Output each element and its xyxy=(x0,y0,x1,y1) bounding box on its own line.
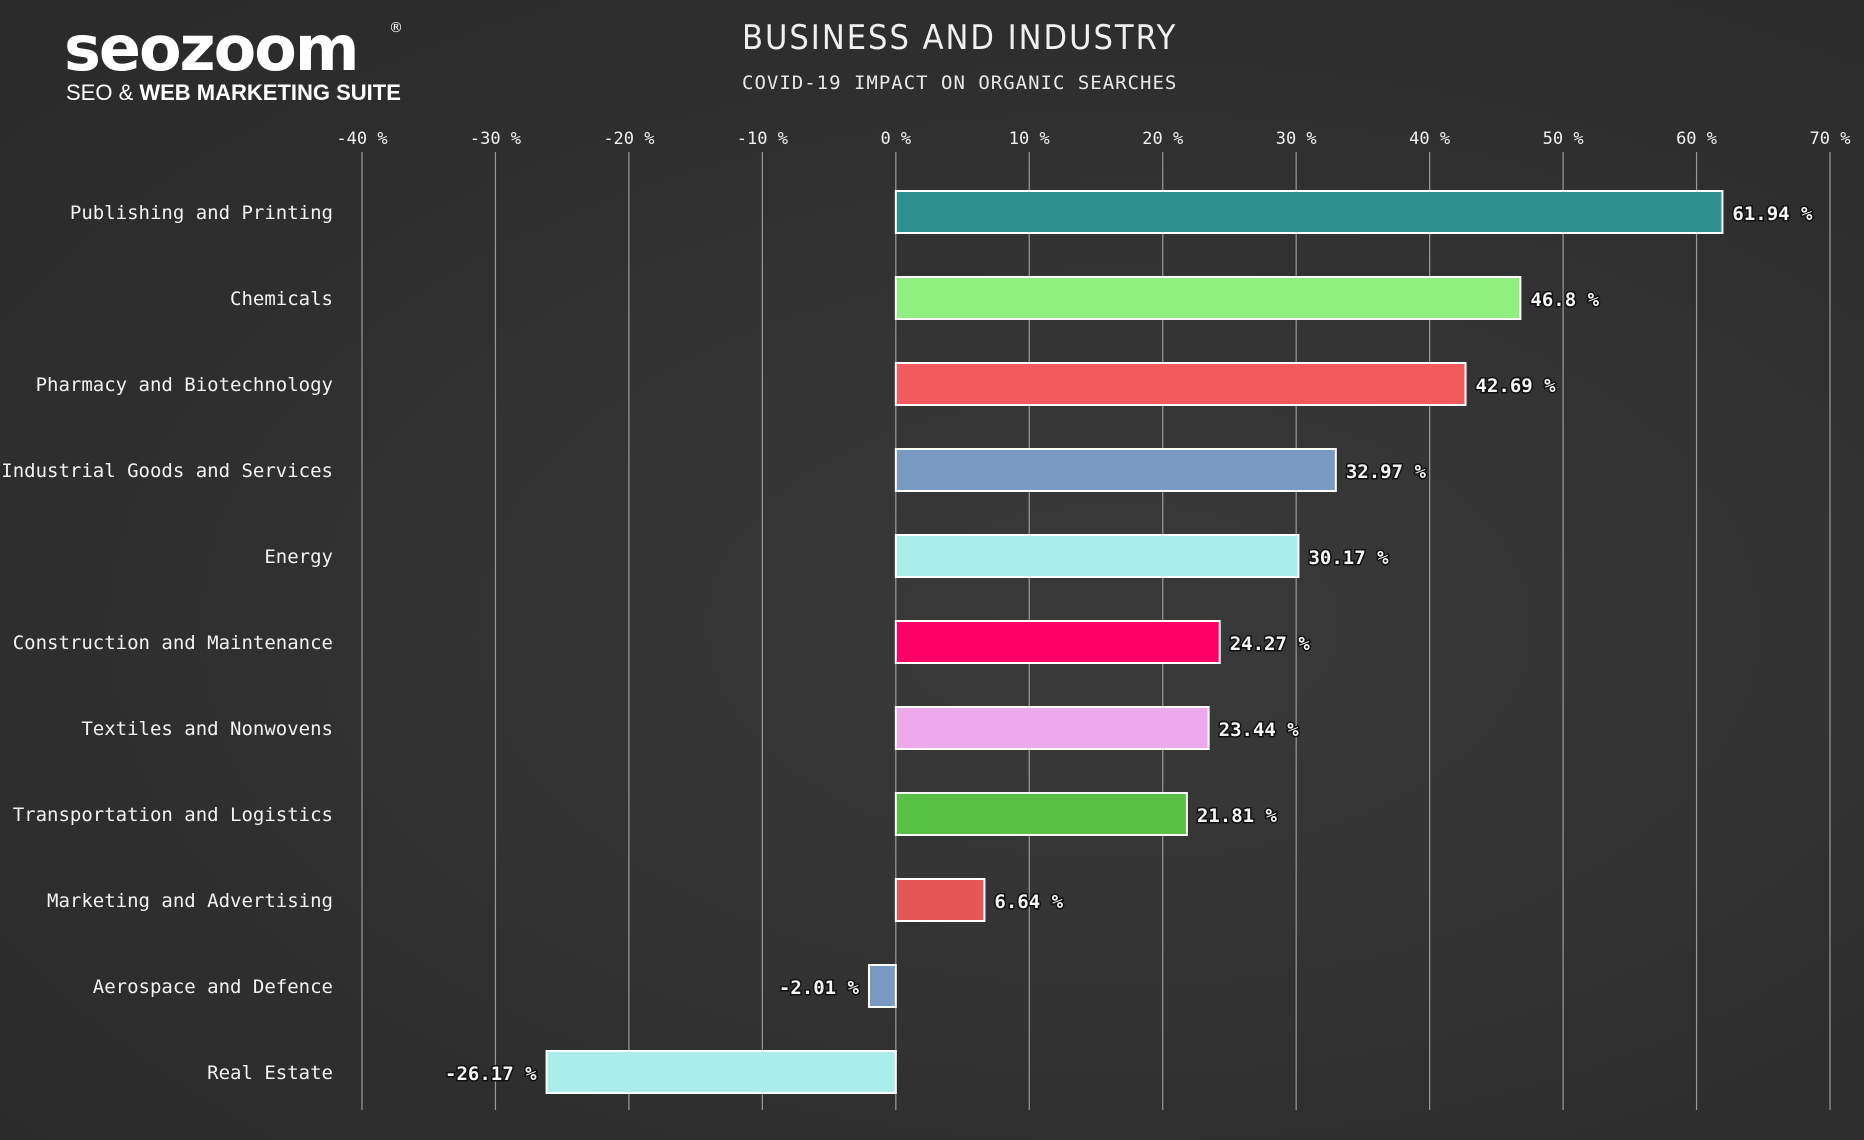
x-tick-label: 10 % xyxy=(1009,129,1050,149)
data-label: 30.17 % xyxy=(1308,547,1389,569)
data-label: 23.44 % xyxy=(1219,719,1300,741)
bar xyxy=(894,706,1210,750)
data-label: 61.94 % xyxy=(1732,203,1813,225)
brand-tagline: SEO & WEB MARKETING SUITE xyxy=(66,80,401,106)
brand-tagline-light: SEO & xyxy=(66,80,140,105)
bar xyxy=(894,534,1300,578)
chart-title: BUSINESS AND INDUSTRY xyxy=(742,18,1178,58)
data-label: 6.64 % xyxy=(994,891,1063,913)
category-label: Aerospace and Defence xyxy=(93,976,333,998)
x-tick-label: 60 % xyxy=(1676,129,1717,149)
category-label: Energy xyxy=(264,546,333,568)
category-label: Transportation and Logistics xyxy=(13,804,333,826)
bar xyxy=(894,878,986,922)
bar xyxy=(894,190,1724,234)
brand-wordmark: seozoom xyxy=(64,12,359,85)
category-label: Real Estate xyxy=(207,1062,333,1084)
category-label: Industrial Goods and Services xyxy=(1,460,333,482)
x-tick-label: 70 % xyxy=(1810,129,1851,149)
x-tick-label: -20 % xyxy=(603,129,654,149)
data-label: 21.81 % xyxy=(1197,805,1278,827)
value-labels: 61.94 % 46.8 % 42.69 % 32.97 % 30.17 % 24.27 … xyxy=(444,202,1815,1087)
bars xyxy=(545,190,1724,1094)
x-tick-label: 40 % xyxy=(1409,129,1450,149)
x-tick-label: -40 % xyxy=(336,129,387,149)
data-label: 42.69 % xyxy=(1476,375,1557,397)
x-axis-ticks: -40 % -30 % -20 % -10 % 0 % 10 % 20 % 30 % 40 % 5… xyxy=(336,129,1850,149)
x-tick-label: -10 % xyxy=(737,129,788,149)
category-label: Construction and Maintenance xyxy=(13,632,333,654)
category-label: Pharmacy and Biotechnology xyxy=(36,374,333,396)
category-label: Chemicals xyxy=(230,288,333,310)
registered-mark: ® xyxy=(389,20,403,36)
bar xyxy=(894,276,1522,320)
bar xyxy=(894,620,1221,664)
brand-logo: seozoom ® SEO & WEB MARKETING SUITE xyxy=(64,18,424,108)
bar xyxy=(894,362,1467,406)
bar xyxy=(867,964,897,1008)
brand-tagline-bold: WEB MARKETING SUITE xyxy=(139,80,401,105)
category-labels: Publishing and Printing Chemicals Pharmacy… xyxy=(1,202,333,1084)
x-tick-label: 20 % xyxy=(1142,129,1183,149)
data-label: 32.97 % xyxy=(1346,461,1427,483)
data-label: -2.01 % xyxy=(779,977,860,999)
x-tick-label: 0 % xyxy=(880,129,911,149)
bar xyxy=(894,448,1337,492)
data-label: -26.17 % xyxy=(445,1063,537,1085)
category-label: Publishing and Printing xyxy=(70,202,333,224)
data-label: 24.27 % xyxy=(1230,633,1311,655)
chart-subtitle: COVID-19 IMPACT ON ORGANIC SEARCHES xyxy=(742,72,1178,94)
x-tick-label: -30 % xyxy=(470,129,521,149)
bar xyxy=(894,792,1188,836)
bar xyxy=(545,1050,897,1094)
data-label: 46.8 % xyxy=(1530,289,1599,311)
category-label: Marketing and Advertising xyxy=(47,890,333,912)
x-tick-label: 30 % xyxy=(1276,129,1317,149)
x-tick-label: 50 % xyxy=(1543,129,1584,149)
category-label: Textiles and Nonwovens xyxy=(81,718,333,740)
